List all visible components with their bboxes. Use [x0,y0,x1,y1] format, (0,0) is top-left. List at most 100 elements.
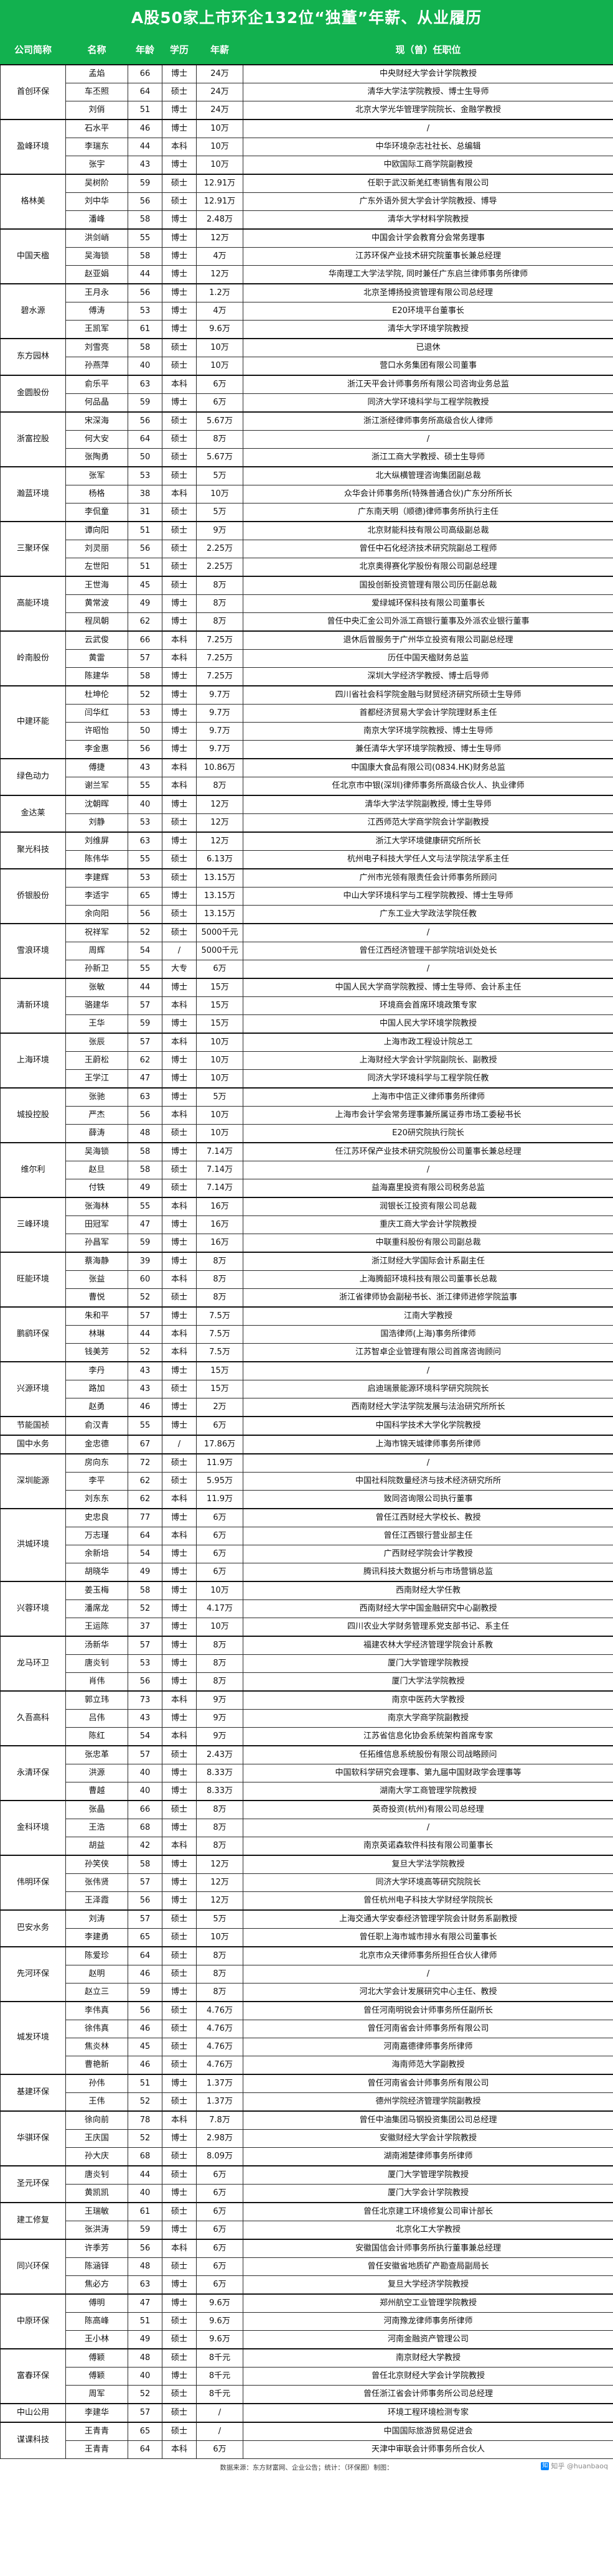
age-cell: 47 [128,1069,162,1089]
table-row: 何大安 64 硕士 8万 / [1,430,613,449]
education-cell: 本科 [162,1490,197,1509]
salary-cell: 4.17万 [196,1599,243,1618]
position-cell: 国浩律师(上海)事务所律师 [243,1325,613,1344]
education-cell: 博士 [162,704,197,723]
position-cell: 复旦大学法学院教授 [243,1855,613,1874]
table-row: 傅涛 53 博士 4万 E20环境平台董事长 [1,302,613,321]
age-cell: 58 [128,338,162,357]
age-cell: 46 [128,1398,162,1417]
company-name-cell: 基建环保 [0,2074,66,2112]
table-row: 岭南股份 云武俊 66 本科 7.25万 退休后曾服务于广州华立投资有限公司副总经理 [0,630,613,686]
director-name-cell: 李瑞东 [65,138,128,156]
director-name-cell: 李建勇 [65,1928,128,1947]
age-cell: 53 [128,813,162,833]
position-cell: 北京圣博扬投资管理有限公司总经理 [243,283,613,302]
table-row: 雪浪环境 祝祥军 52 硕士 5000千元 / [0,923,613,979]
age-cell: 51 [128,2312,162,2331]
salary-cell: 2.98万 [196,2129,243,2148]
position-cell: 北京大学光华管理学院院长、金融学教授 [243,101,613,120]
age-cell: 65 [128,887,162,906]
director-name-cell: 张陶勇 [65,448,128,467]
education-cell: 博士 [162,1819,197,1837]
director-name-cell: 路加 [65,1380,128,1398]
table-row: 车丕照 64 硕士 24万 清华大学法学院教授、博士生导师 [1,83,613,101]
company-name-cell: 龙马环卫 [0,1636,66,1692]
age-cell: 48 [128,2257,162,2276]
table-row: 中建环能 杜坤伦 52 博士 9.7万 四川省社会科学院金融与财贸经济研究所硕士生导师 [0,685,613,759]
position-cell: 任北京市中银(深圳)律师事务所高级合伙人、执业律师 [243,777,613,796]
director-name-cell: 周辉 [65,942,128,960]
position-cell: 曾任职上海市城市排水有限公司董事长 [243,1928,613,1947]
table-row: 谋课科技 王青青 65 硕士 / 中国国际旅游贸易促进会 [0,2422,613,2459]
position-cell: 爱绿城环保科技有限公司董事长 [243,594,613,613]
age-cell: 43 [128,758,162,777]
table-row: 傅颖 40 博士 8千元 曾任北京财经大学会计学院教授 [1,2367,613,2386]
salary-cell: 6万 [196,1416,243,1436]
salary-cell: 15万 [196,978,243,997]
education-cell: 博士 [162,887,197,906]
salary-cell: 12万 [196,795,243,814]
position-cell: 清华大学法学院教授、博士生导师 [243,83,613,101]
table-row: 聚光科技 刘维屏 63 博士 12万 浙江大学环境健康研究所所长 [0,831,613,869]
director-name-cell: 宋深海 [65,411,128,431]
director-name-cell: 余新培 [65,1545,128,1563]
position-cell: 安徽财经大学会计学院教授 [243,2129,613,2148]
table-row: 李建勇 65 硕士 10万 曾任职上海市城市排水有限公司董事长 [1,1928,613,1947]
table-row: 何品晶 59 博士 6万 同济大学环境科学与工程学院教授 [1,393,613,413]
age-cell: 44 [128,138,162,156]
education-cell: 硕士 [162,905,197,924]
education-cell: 博士 [162,1306,197,1326]
education-cell: 博士 [162,2367,197,2386]
table-header-row: 公司简称 名称 年龄 学历 年薪 现（曾）任职位 [0,34,613,65]
age-cell: 78 [128,2110,162,2130]
age-cell: 49 [128,1179,162,1198]
salary-cell: 12万 [196,1891,243,1911]
age-cell: 49 [128,1563,162,1582]
education-cell: 硕士 [162,411,197,431]
salary-cell: 2.48万 [196,210,243,230]
table-row: 格林美 吴树阶 59 硕士 12.91万 任职于武汉新羌红枣销售有限公司 [0,174,613,230]
position-cell: 浙江大学环境健康研究所所长 [243,831,613,851]
table-row: 付铁 49 硕士 7.14万 益海嘉里投资有限公司税务总监 [1,1179,613,1198]
salary-cell: 8万 [196,1837,243,1856]
education-cell: 博士 [162,1215,197,1234]
education-cell: 本科 [162,485,197,503]
education-cell: 本科 [162,649,197,668]
age-cell: 58 [128,247,162,266]
salary-cell: 8万 [196,594,243,613]
director-name-cell: 陈建华 [65,667,128,686]
salary-cell: 16万 [196,1215,243,1234]
table-row: 绿色动力 傅捷 43 本科 10.86万 中国康大食品有限公司(0834.HK)财务总监 [0,758,613,796]
director-name-cell: 张敏 [65,978,128,997]
table-title-bar: A股50家上市环企132位“独董”年薪、从业履历 [0,0,613,34]
table-row: 骆建华 57 本科 15万 环境商会首席环境政策专家 [1,996,613,1015]
position-cell: 广东南天明（顺德)律师事务所执行主任 [243,503,613,522]
salary-cell: 5.67万 [196,448,243,467]
position-cell: 河南豫龙律师事务所律师 [243,2312,613,2331]
director-name-cell: 张辰 [65,1033,128,1052]
position-cell: 北京财能科技有限公司高级副总裁 [243,521,613,540]
table-row: 中国天楹 洪剑峭 55 博士 12万 中国会计学会教育分会常务理事 [0,228,613,284]
table-row: 周辉 54/5000千元 曾任江西经济管理干部学院培训处处长 [1,942,613,960]
salary-cell: 7.14万 [196,1179,243,1198]
salary-cell: 4万 [196,302,243,321]
age-cell: 64 [128,2440,162,2459]
director-name-cell: 吕伟 [65,1709,128,1728]
position-cell: 致同咨询限公司执行董事 [243,1490,613,1509]
age-cell: 56 [128,905,162,924]
table-row: 巴安水务 刘涛 57 硕士 5万 上海交通大学安泰经济管理学院会计财务系副教授 [0,1909,613,1947]
table-row: 深圳能源 房向东 72 硕士 11.9万 / [0,1453,613,1509]
company-name-cell: 先河环保 [0,1946,66,2002]
education-cell: 博士 [162,2221,197,2240]
table-row: 刘俏 51 博士 24万 北京大学光华管理学院院长、金融学教授 [1,101,613,120]
director-name-cell: 孙新卫 [65,960,128,979]
table-row: 黄雷 57 本科 7.25万 历任中国天楹财务总监 [1,649,613,668]
table-row: 兴蓉环境 姜玉梅 58 博士 10万 西南财经大学任教 [0,1581,613,1637]
position-cell: / [243,1819,613,1837]
salary-cell: 7.25万 [196,630,243,650]
director-name-cell: 王瑞敏 [65,2202,128,2221]
position-cell: 环境工程环境检测专家 [243,2403,613,2423]
salary-cell: 12万 [196,265,243,284]
company-name-cell: 久吾高科 [0,1690,66,1746]
director-name-cell: 曹越 [65,1782,128,1801]
